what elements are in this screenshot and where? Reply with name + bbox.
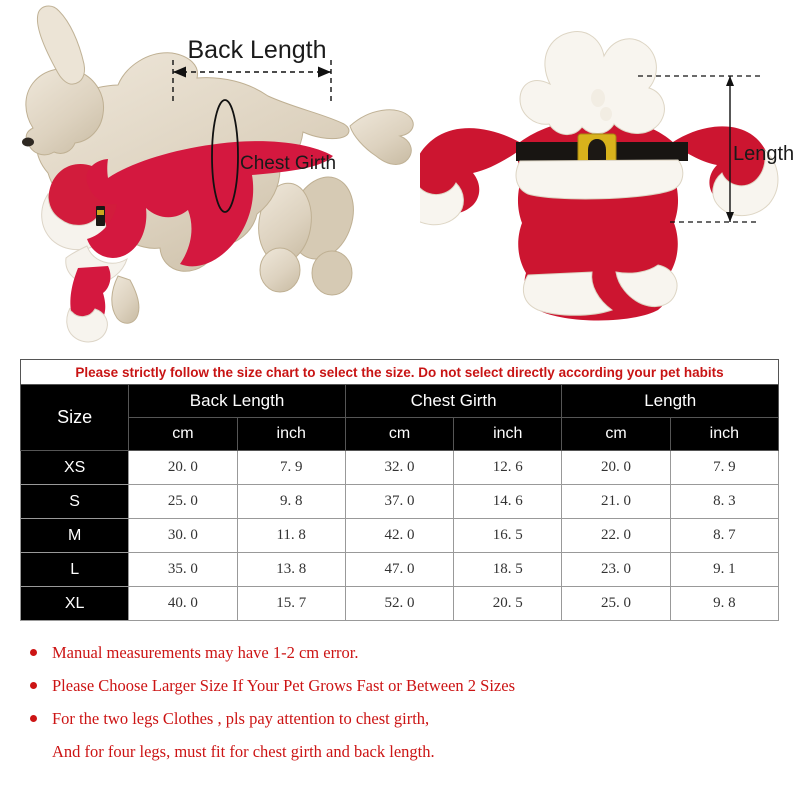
svg-text:Back Length: Back Length	[188, 36, 327, 64]
svg-text:Chest Girth: Chest Girth	[240, 153, 336, 174]
svg-text:Length: Length	[733, 143, 794, 165]
